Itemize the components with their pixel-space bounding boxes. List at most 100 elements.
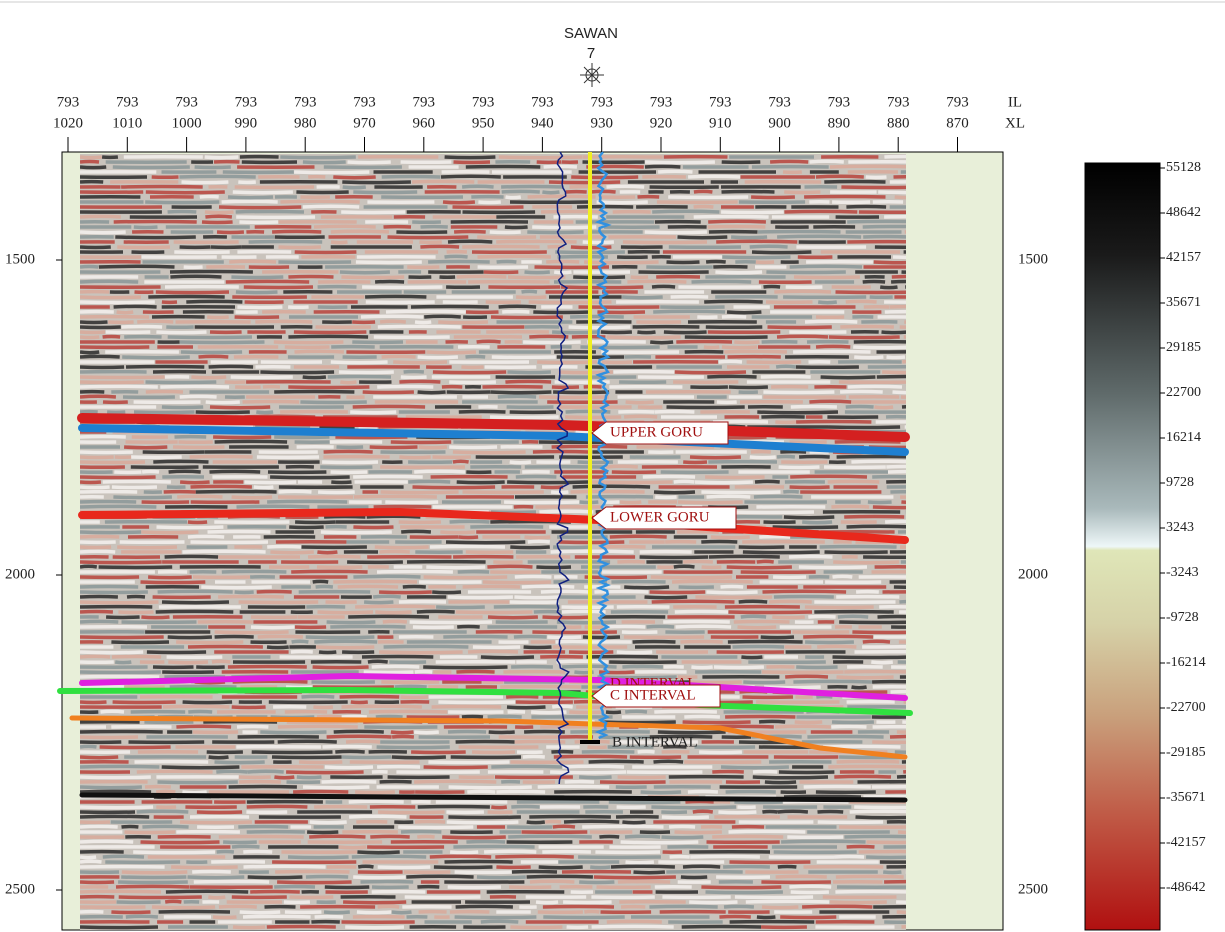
texture-stroke: [234, 315, 563, 320]
texture-stroke: [393, 359, 906, 365]
texture-stroke: [80, 460, 828, 465]
texture-stroke: [312, 579, 906, 584]
texture-stroke: [264, 904, 906, 909]
texture-stroke: [80, 775, 239, 780]
texture-stroke: [111, 389, 759, 395]
texture-stroke: [288, 384, 847, 390]
texture-stroke: [136, 809, 688, 815]
texture-stroke: [170, 229, 902, 235]
texture-stroke: [291, 639, 854, 645]
texture-stroke: [552, 330, 598, 335]
texture-stroke: [348, 799, 849, 804]
texture-stroke: [839, 620, 906, 625]
texture-stroke: [589, 864, 770, 870]
well-symbol: [580, 63, 604, 87]
texture-stroke: [139, 694, 813, 700]
texture-stroke: [80, 439, 785, 445]
texture-stroke: [80, 314, 845, 320]
texture-stroke: [208, 895, 897, 900]
texture-stroke: [363, 669, 687, 675]
inline-label: 793: [235, 94, 258, 110]
texture-stroke: [246, 809, 906, 815]
colorbar-label: 35671: [1166, 295, 1201, 310]
texture-stroke: [80, 189, 713, 195]
crossline-label: 970: [353, 115, 376, 131]
texture-stroke: [318, 279, 687, 284]
texture-stroke: [829, 164, 906, 169]
texture-stroke: [232, 659, 864, 665]
texture-stroke: [146, 734, 884, 740]
texture-stroke: [756, 914, 906, 920]
texture-stroke: [581, 749, 906, 754]
seismic-texture: [80, 154, 906, 930]
texture-stroke: [209, 330, 781, 335]
texture-stroke: [80, 769, 906, 775]
texture-stroke: [99, 745, 171, 750]
texture-stroke: [164, 899, 407, 905]
texture-stroke: [433, 669, 906, 675]
texture-stroke: [363, 599, 906, 605]
crossline-label: 990: [235, 115, 258, 131]
well-name: SAWAN: [564, 25, 618, 42]
texture-stroke: [405, 414, 658, 420]
texture-stroke: [333, 579, 753, 585]
texture-stroke: [250, 615, 805, 620]
texture-stroke: [260, 729, 890, 735]
texture-stroke: [808, 614, 836, 619]
texture-stroke: [390, 730, 853, 735]
texture-stroke: [111, 639, 803, 645]
inline-label: 793: [887, 94, 910, 110]
inline-label: 793: [590, 94, 613, 110]
texture-stroke: [121, 869, 799, 875]
texture-stroke: [186, 544, 897, 550]
texture-stroke: [418, 909, 906, 915]
texture-stroke: [80, 250, 906, 255]
texture-stroke: [498, 639, 632, 644]
time-label: 2500: [5, 881, 35, 897]
texture-stroke: [242, 399, 906, 405]
texture-stroke: [640, 789, 776, 795]
texture-stroke: [784, 190, 821, 195]
texture-stroke: [167, 634, 795, 640]
axes: 793 1020 793 1010 793 1000 793 990 793 980 793 970 7…: [5, 94, 1206, 897]
horizon-d: [79, 672, 908, 701]
texture-stroke: [209, 404, 426, 410]
texture-stroke: [236, 214, 906, 220]
texture-stroke: [266, 645, 731, 650]
texture-stroke: [80, 399, 852, 405]
log-curve: [594, 151, 612, 740]
texture-stroke: [424, 919, 906, 924]
crossline-label: 920: [650, 115, 673, 131]
texture-stroke: [80, 705, 266, 710]
texture-stroke: [782, 170, 899, 175]
horizon-labels: UPPER GORU LOWER GORU D INTERVAL C INTER…: [591, 421, 737, 750]
texture-stroke: [236, 744, 901, 749]
texture-stroke: [80, 219, 906, 224]
texture-stroke: [168, 469, 492, 475]
texture-stroke: [617, 254, 892, 260]
texture-stroke: [414, 319, 858, 325]
texture-stroke: [80, 234, 906, 240]
colorbar: [1084, 162, 1161, 931]
texture-stroke: [146, 650, 846, 655]
axis-name: IL: [1008, 94, 1022, 110]
texture-stroke: [176, 639, 906, 645]
texture-stroke: [775, 874, 904, 879]
texture-stroke: [113, 304, 537, 309]
texture-stroke: [80, 639, 891, 644]
texture-stroke: [182, 789, 719, 795]
texture-stroke: [152, 369, 806, 375]
texture-stroke: [476, 824, 765, 829]
texture-stroke: [296, 775, 612, 780]
texture-stroke: [535, 504, 870, 509]
texture-stroke: [80, 894, 517, 900]
texture-stroke: [362, 390, 414, 395]
texture-stroke: [201, 584, 744, 590]
texture-stroke: [305, 634, 547, 640]
colorbar-label: -3243: [1166, 565, 1199, 580]
texture-stroke: [155, 609, 894, 614]
texture-stroke: [204, 209, 651, 215]
texture-stroke: [294, 250, 747, 255]
texture-stroke: [475, 630, 906, 635]
texture-stroke: [161, 404, 874, 410]
